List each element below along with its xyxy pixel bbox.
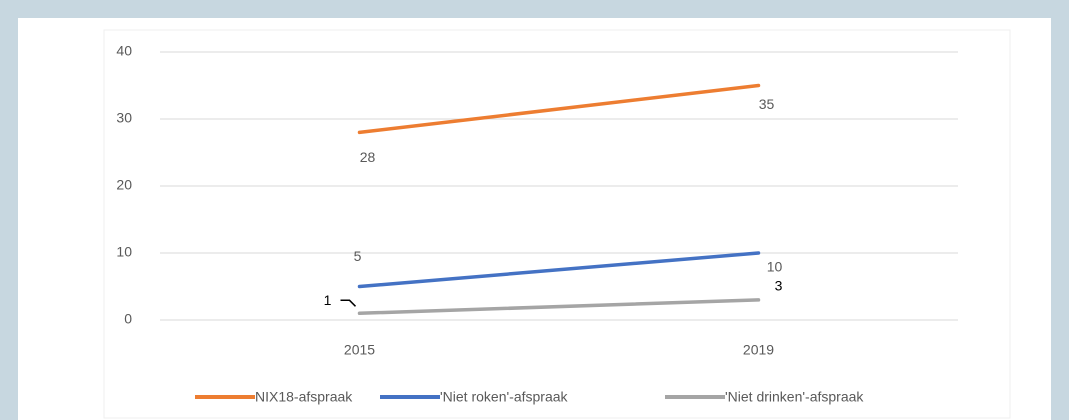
data-label: 10 <box>767 259 783 275</box>
data-label: 28 <box>360 149 376 165</box>
legend-label: NIX18-afspraak <box>255 389 353 405</box>
data-label: 35 <box>759 96 775 112</box>
y-tick-label: 10 <box>116 244 132 260</box>
data-label: 3 <box>775 278 783 294</box>
chart-border <box>103 29 1011 419</box>
panel <box>18 18 1051 420</box>
legend-label: 'Niet roken'-afspraak <box>440 389 569 405</box>
y-tick-label: 0 <box>124 311 132 327</box>
y-tick-label: 30 <box>116 110 132 126</box>
legend-label: 'Niet drinken'-afspraak <box>725 389 864 405</box>
x-tick-label: 2015 <box>344 342 375 358</box>
line-series <box>357 83 761 135</box>
line-series <box>357 298 761 316</box>
data-label: 1 <box>324 292 332 308</box>
leader-line <box>340 299 357 307</box>
data-label: 5 <box>354 248 362 264</box>
x-tick-label: 2019 <box>743 342 774 358</box>
line-series <box>357 251 761 289</box>
y-tick-label: 20 <box>116 177 132 193</box>
y-tick-label: 40 <box>116 43 132 59</box>
